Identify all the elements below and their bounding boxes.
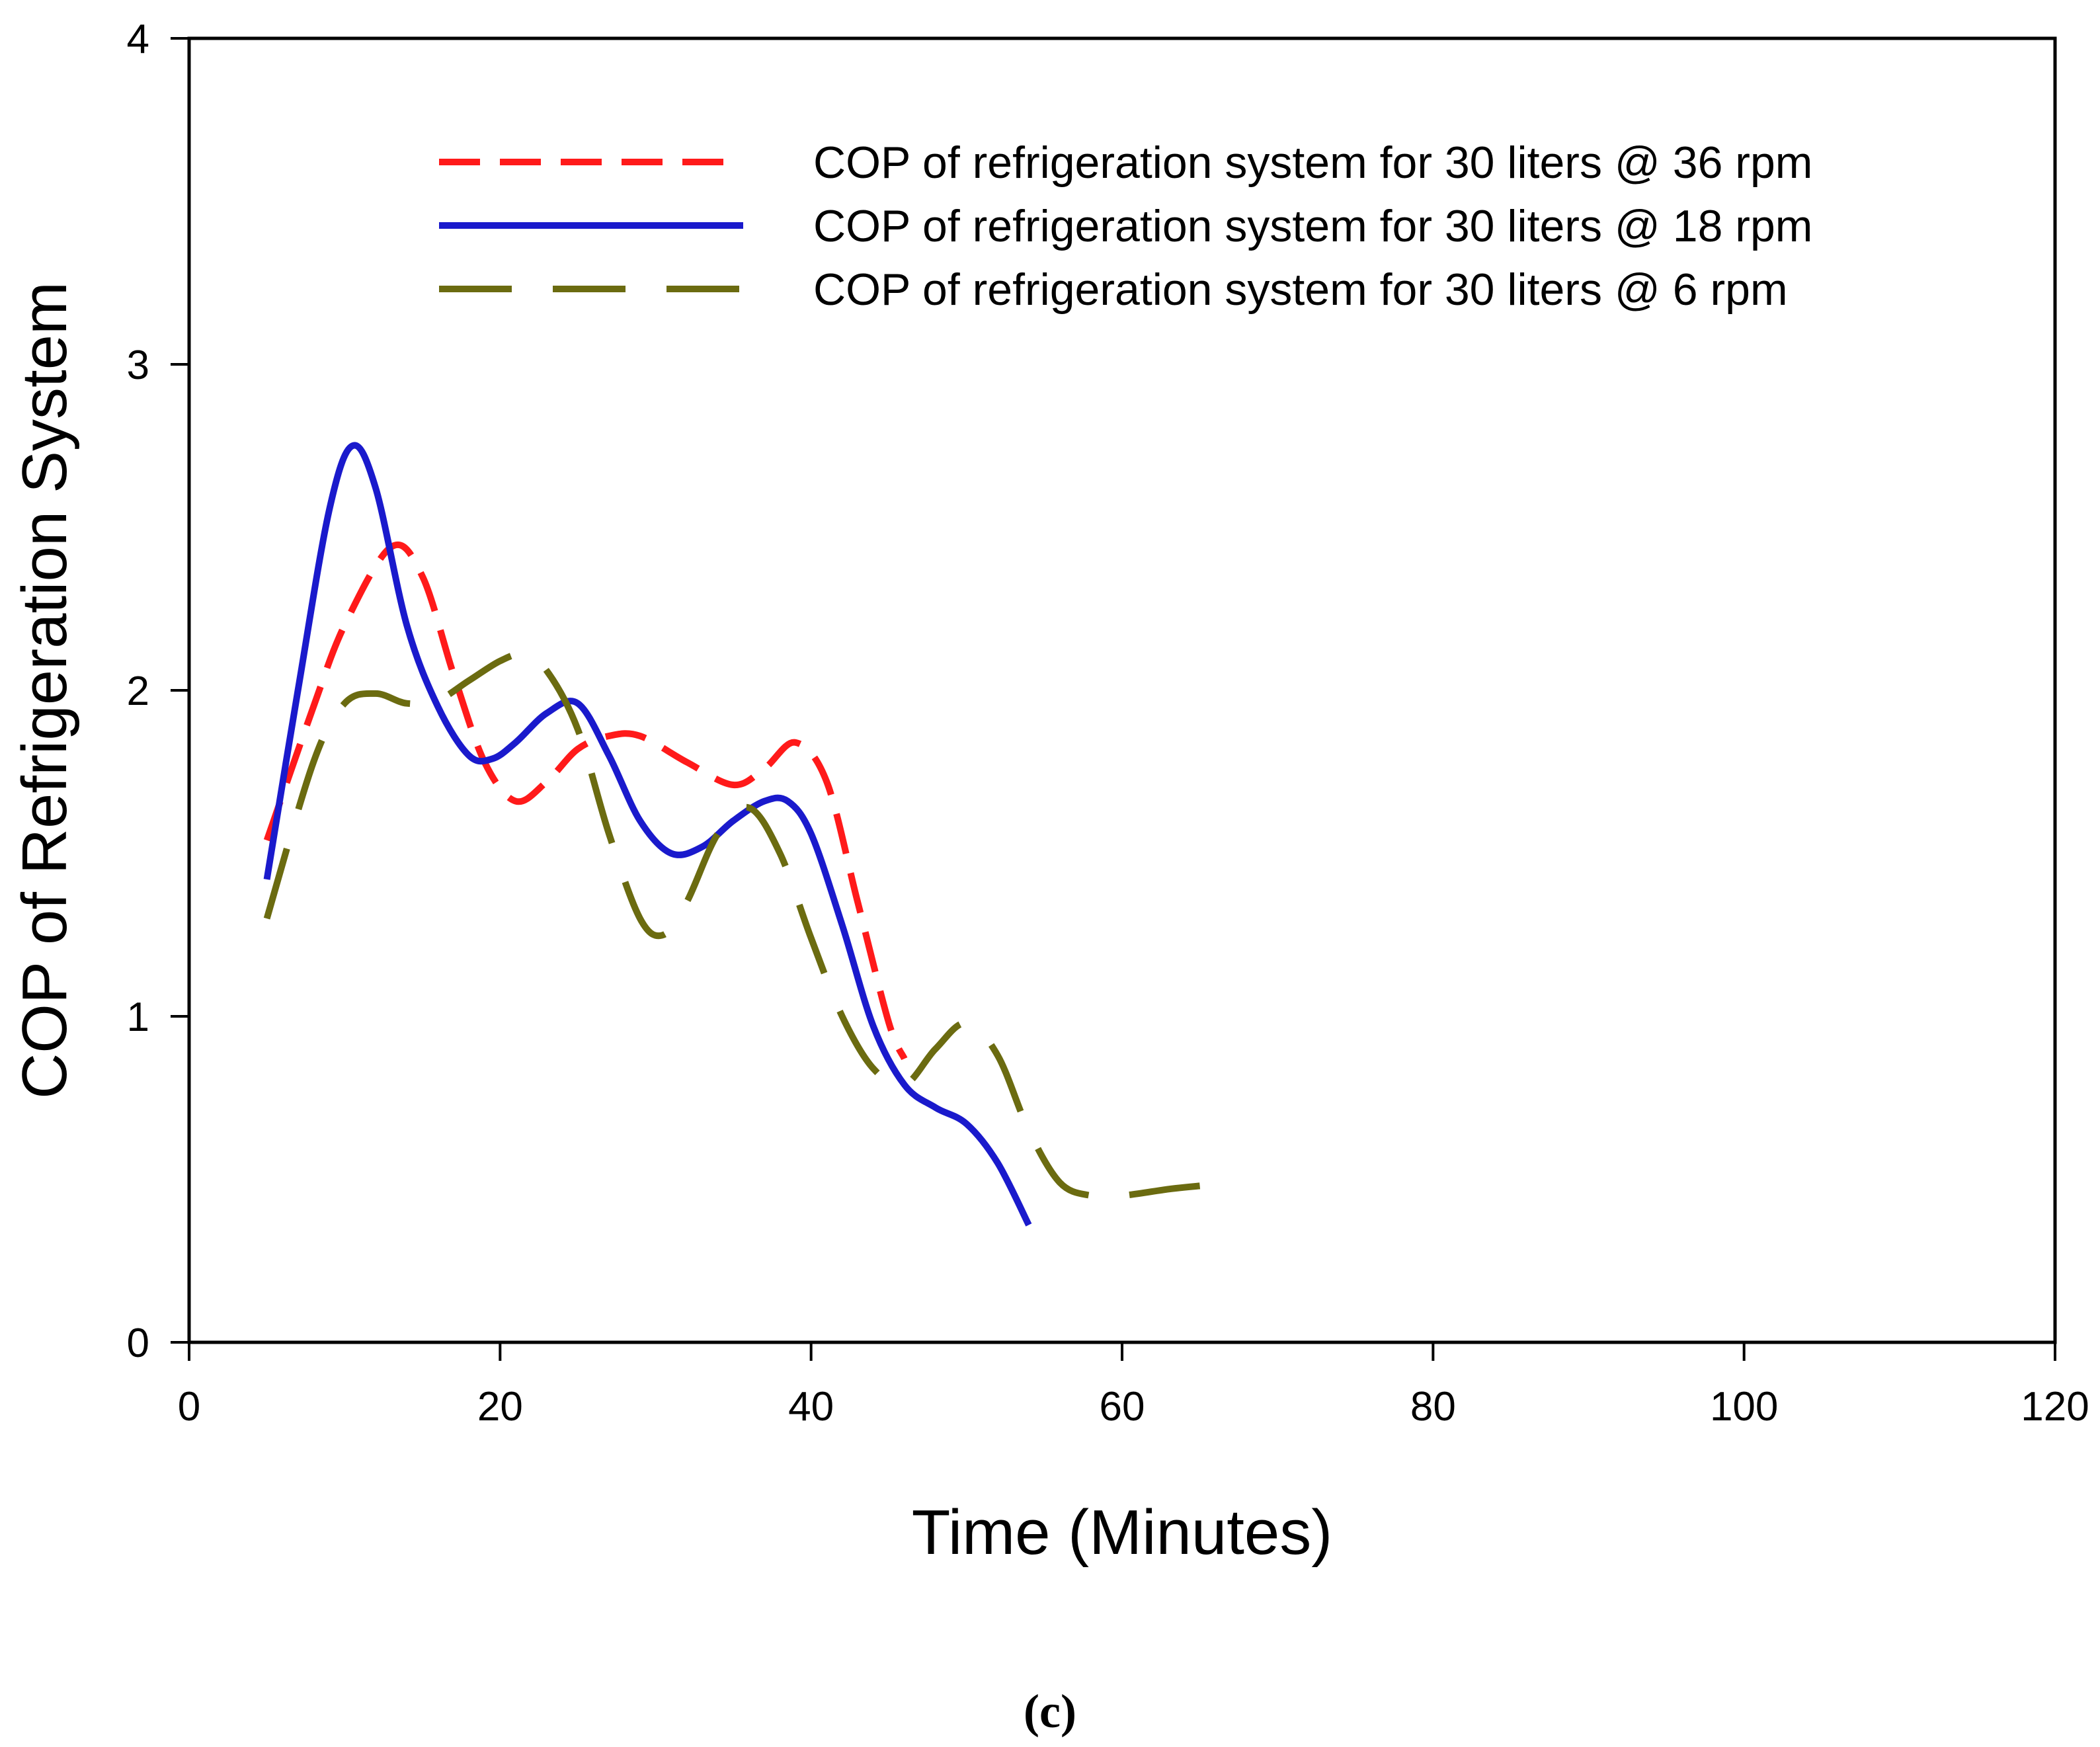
x-tick-label: 120 [2021,1384,2089,1430]
series-lines [263,442,1201,1227]
y-tick-label: 1 [127,995,149,1040]
x-tick-label: 60 [1100,1384,1145,1430]
x-tick-label: 20 [477,1384,523,1430]
y-axis-title: COP of Refrigeration System [9,282,80,1099]
series-18-rpm-line [263,442,1032,1227]
legend-entry-18-rpm: COP of refrigeration system for 30 liter… [439,201,1812,251]
axis-ticks: 0 20 40 60 80 100 120 0 1 2 3 4 [127,17,2089,1430]
legend-label: COP of refrigeration system for 30 liter… [813,201,1812,251]
x-tick-label: 100 [1710,1384,1778,1430]
x-axis-title: Time (Minutes) [912,1497,1333,1568]
legend-label: COP of refrigeration system for 30 liter… [813,264,1788,315]
series-36-rpm-line [263,541,908,1061]
y-tick-label: 4 [127,17,149,62]
x-tick-label: 40 [788,1384,834,1430]
x-tick-label: 80 [1410,1384,1456,1430]
legend-entry-6-rpm: COP of refrigeration system for 30 liter… [439,264,1788,315]
y-tick-label: 2 [127,669,149,714]
legend-entry-36-rpm: COP of refrigeration system for 30 liter… [439,138,1812,188]
y-tick-label: 3 [127,343,149,388]
legend: COP of refrigeration system for 30 liter… [439,138,1812,315]
figure-caption: (c) [1024,1685,1076,1738]
legend-label: COP of refrigeration system for 30 liter… [813,138,1812,188]
series-6-rpm-line [263,651,1201,1201]
y-tick-label: 0 [127,1320,149,1366]
x-tick-label: 0 [178,1384,200,1430]
